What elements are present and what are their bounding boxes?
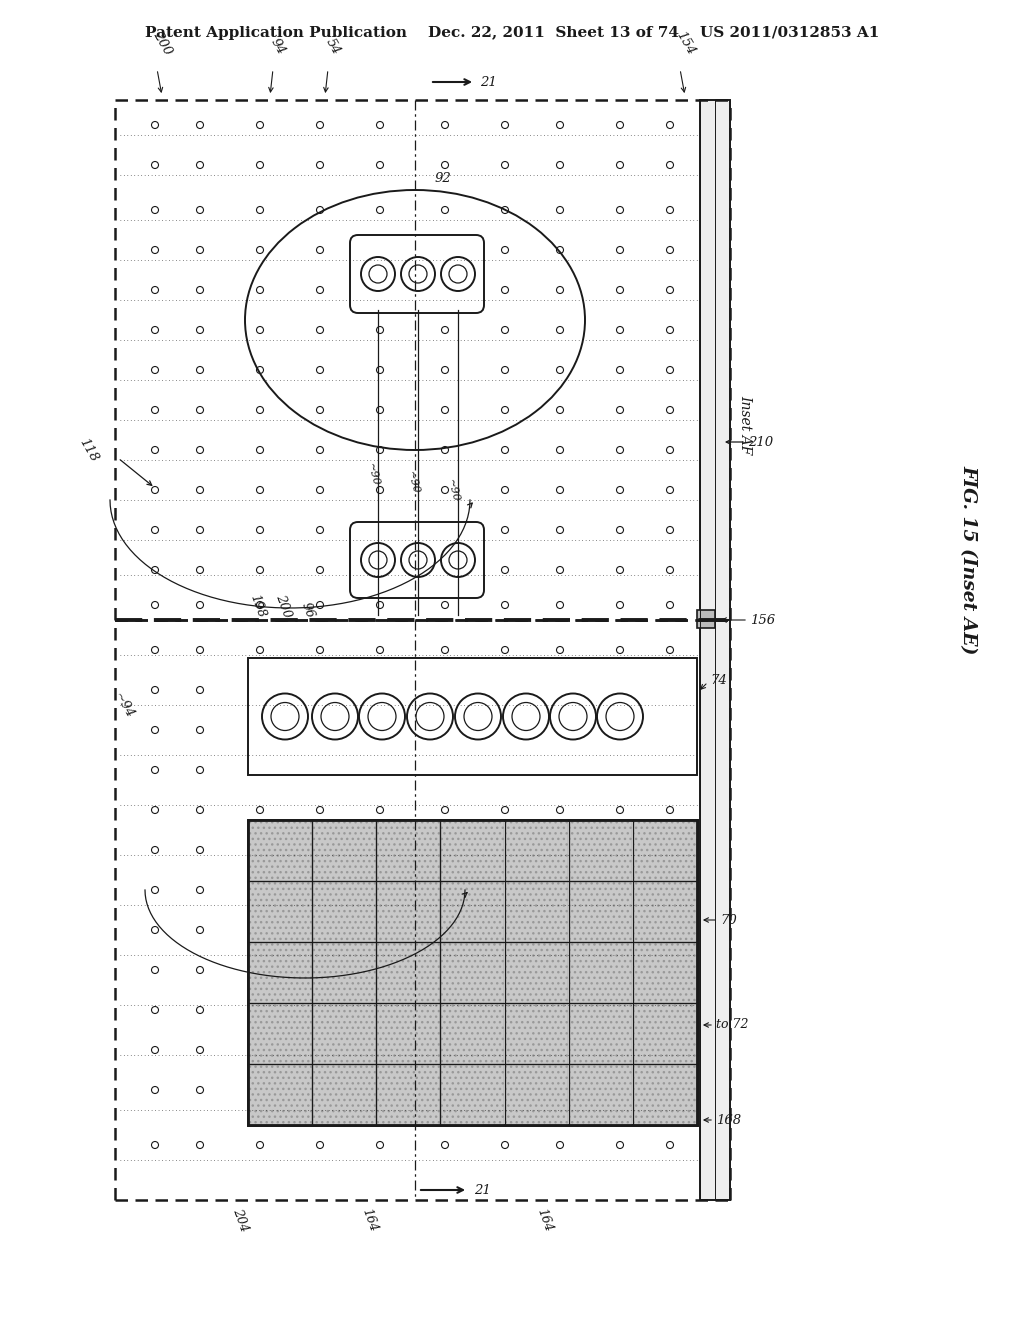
Bar <box>700 620 730 1200</box>
Bar <box>312 1064 376 1125</box>
Bar <box>441 821 504 880</box>
Text: 54: 54 <box>324 36 343 57</box>
Text: ~90: ~90 <box>366 462 381 487</box>
Bar <box>634 1064 696 1125</box>
Text: 164: 164 <box>535 1206 555 1234</box>
Bar <box>441 882 504 941</box>
Bar <box>569 882 633 941</box>
Bar <box>441 1003 504 1064</box>
Bar <box>569 942 633 1002</box>
Text: ~90: ~90 <box>406 470 421 496</box>
Bar <box>505 1064 568 1125</box>
Bar <box>569 1003 633 1064</box>
Text: 70: 70 <box>720 913 736 927</box>
Text: 210: 210 <box>748 436 773 449</box>
Bar <box>700 100 730 620</box>
Bar <box>569 821 633 880</box>
Text: ~90: ~90 <box>445 478 461 504</box>
FancyBboxPatch shape <box>350 521 484 598</box>
Bar <box>505 942 568 1002</box>
FancyBboxPatch shape <box>350 235 484 313</box>
Text: Inset AF: Inset AF <box>738 395 752 454</box>
Text: 204: 204 <box>229 1206 250 1234</box>
Text: 92: 92 <box>435 172 452 185</box>
Bar <box>249 821 311 880</box>
Bar <box>441 942 504 1002</box>
Bar <box>248 820 697 1125</box>
Bar <box>377 821 440 880</box>
Bar <box>248 657 697 775</box>
Text: 200: 200 <box>151 29 174 57</box>
Text: FIG. 15 (Inset AE): FIG. 15 (Inset AE) <box>959 466 977 655</box>
Text: ~94: ~94 <box>111 689 136 721</box>
Text: 200: 200 <box>272 593 293 620</box>
Text: 21: 21 <box>480 75 497 88</box>
Bar <box>377 942 440 1002</box>
Bar <box>634 1003 696 1064</box>
Bar <box>569 1064 633 1125</box>
Text: 74: 74 <box>710 673 727 686</box>
Bar <box>248 820 697 1125</box>
Text: 164: 164 <box>359 1206 380 1234</box>
Text: Patent Application Publication    Dec. 22, 2011  Sheet 13 of 74    US 2011/03128: Patent Application Publication Dec. 22, … <box>144 26 880 40</box>
Bar <box>377 882 440 941</box>
Text: 168: 168 <box>716 1114 741 1126</box>
Bar <box>249 1064 311 1125</box>
Bar <box>312 942 376 1002</box>
Bar <box>634 942 696 1002</box>
Text: 156: 156 <box>750 614 775 627</box>
Text: to 72: to 72 <box>716 1019 749 1031</box>
Bar <box>249 942 311 1002</box>
Bar <box>505 821 568 880</box>
Bar <box>312 882 376 941</box>
Bar <box>505 882 568 941</box>
Bar <box>312 1003 376 1064</box>
Bar <box>634 821 696 880</box>
Bar <box>441 1064 504 1125</box>
Text: 94: 94 <box>268 36 288 57</box>
Bar <box>312 821 376 880</box>
Bar <box>377 1064 440 1125</box>
Text: 96: 96 <box>299 601 316 620</box>
Bar <box>249 1003 311 1064</box>
Bar <box>249 882 311 941</box>
Bar <box>697 610 715 628</box>
Bar <box>634 882 696 941</box>
Bar <box>377 1003 440 1064</box>
Text: 198: 198 <box>248 593 268 620</box>
Bar <box>505 1003 568 1064</box>
Text: 118: 118 <box>76 436 100 465</box>
Text: 154: 154 <box>673 29 697 57</box>
Text: 21: 21 <box>474 1184 490 1196</box>
